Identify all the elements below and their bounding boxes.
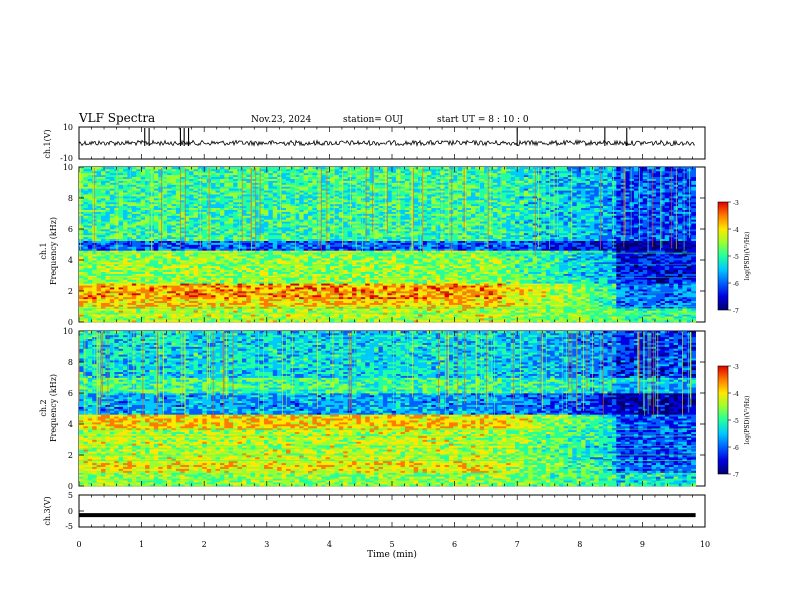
ch1-spec-cell [224,167,229,169]
ch1-spec-cell [101,167,106,169]
ch1-spec-cell [202,167,207,169]
ch1-spec-cell [154,167,159,169]
ch1-spec-cell [158,167,163,169]
ch1-spec-cell [171,167,176,169]
ch1-spec-cell [321,167,326,169]
ch1-spec-cell [92,167,97,169]
ch1-spec-cell [264,167,269,169]
ch1-spec-cell [273,167,278,169]
ch1-spec-cell [343,167,348,169]
ch1-spectrogram-plot [79,167,705,322]
ch1-spec-cell [176,167,181,169]
ch1-spec-cell [83,167,88,169]
ch1-spec-cell [127,167,132,169]
ch1-spec-cell [97,167,102,169]
ch1-spec-cell [339,167,344,169]
ch1-spec-cell [194,167,199,169]
ch1-spec-cell [132,167,137,169]
ch1-spec-cell [180,167,185,169]
ch1-spec-cell [123,167,128,169]
ch1-spec-cell [312,167,317,169]
figure-title: VLF Spectra [78,111,155,125]
start-time-label: start UT = 8 : 10 : 0 [437,115,529,125]
ch1-waveform-trace [79,141,695,146]
ch1-spec-cell [233,167,238,169]
ch1-spec-cell [246,167,251,169]
ch1-spec-cell [167,167,172,169]
ch1-spec-cell [145,167,150,169]
ch1-spec-cell [268,167,273,169]
station-label: station= OUJ [343,115,403,125]
ch1-spec-cell [119,167,124,169]
ch1-spec-cell [334,167,339,169]
ch1-spec-cell [216,167,221,169]
ch1-spec-cell [299,167,304,169]
date-label: Nov.23, 2024 [251,115,312,125]
ch1-spec-cell [220,167,225,169]
ch1-spec-cell [211,167,216,169]
ch1-spec-cell [290,167,295,169]
ch1-spec-cell [308,167,313,169]
ch1-spec-cell [286,167,291,169]
ch1-waveform-plot [79,128,695,146]
ch1-spec-cell [282,167,287,169]
ch1-spec-cell [242,167,247,169]
ch1-spec-cell [136,167,141,169]
ch1-spec-cell [110,167,115,169]
ch1-spec-cell [105,167,110,169]
